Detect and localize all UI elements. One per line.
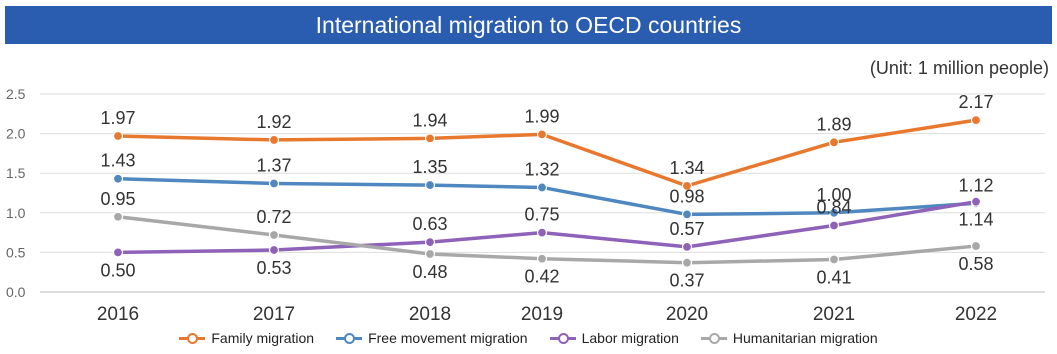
data-label: 1.37 [256,155,291,175]
data-label: 1.97 [100,108,135,128]
y-tick-label: 1.5 [6,165,26,181]
data-label: 0.95 [100,189,135,209]
data-point [828,137,840,148]
legend-label-free-movement: Free movement migration [368,330,528,346]
data-point [268,229,280,241]
data-label: 0.57 [669,219,704,239]
y-tick-label: 2.5 [6,86,26,102]
x-tick-label: 2022 [955,304,997,325]
data-label: 0.58 [958,254,993,274]
data-label: 1.92 [256,112,291,132]
data-label: 0.84 [816,197,851,217]
data-point [112,247,124,258]
data-point [681,241,693,252]
data-point [681,180,693,191]
data-label: 0.98 [669,186,704,206]
data-label: 0.53 [256,258,291,278]
legend-label-humanitarian: Humanitarian migration [732,330,878,346]
chart-title: International migration to OECD countrie… [315,11,742,38]
data-label: 0.37 [669,271,704,291]
legend-item-family: Family migration [179,330,314,346]
data-label: 1.12 [958,175,993,195]
unit-note: (Unit: 1 million people) [869,58,1049,78]
data-label: 2.17 [958,92,993,112]
y-tick-label: 0.0 [6,284,26,300]
data-label: 0.41 [816,268,851,288]
data-point [112,130,124,142]
legend-swatch-free-movement [336,332,363,344]
legend-item-free-movement: Free movement migration [336,330,528,346]
legend-swatch-family [179,332,206,344]
data-label: 1.35 [412,157,447,177]
legend-label-family: Family migration [211,330,315,346]
data-label: 1.32 [524,159,559,179]
y-tick-label: 0.5 [6,244,26,260]
data-point [424,133,436,144]
data-point [970,240,982,252]
data-label: 1.89 [816,114,851,134]
x-tick-label: 2016 [97,304,139,325]
data-point [112,173,124,184]
legend-swatch-labor [549,332,576,344]
data-label: 1.99 [524,106,559,126]
legend-item-labor: Labor migration [549,330,679,346]
data-point [970,196,982,207]
y-tick-label: 1.0 [6,205,26,221]
data-point [536,227,548,238]
data-point [424,248,436,260]
data-point [112,211,124,222]
data-label: 0.48 [412,262,447,282]
data-point [268,244,280,256]
data-point [424,179,436,191]
data-point [424,237,436,248]
data-point [828,207,840,218]
x-tick-label: 2021 [813,304,855,325]
data-label: 1.94 [412,110,447,130]
data-label: 0.42 [524,267,559,287]
data-label: 0.50 [100,260,135,280]
data-label: 0.75 [524,205,559,225]
data-point [536,129,548,140]
x-tick-label: 2018 [409,304,451,325]
legend-swatch-humanitarian [700,332,727,344]
x-tick-label: 2017 [253,304,295,325]
data-point [268,178,280,189]
legend-label-labor: Labor migration [581,330,679,346]
data-point [828,220,840,231]
data-label: 0.72 [256,207,291,227]
line-chart: 0.0 0.5 1.0 1.5 2.0 2.5 2016 2017 2018 2019 2020 20… [6,86,1045,325]
data-label: 1.34 [669,158,704,178]
data-point [536,253,548,264]
legend-item-humanitarian: Humanitarian migration [700,330,878,346]
data-point [681,209,693,220]
data-point [681,257,693,268]
data-label: 0.63 [412,214,447,234]
data-label: 1.14 [958,210,993,230]
legend: Family migration Free movement migration… [0,330,1057,346]
y-tick-label: 2.0 [6,126,26,142]
x-tick-label: 2019 [521,304,563,325]
x-tick-label: 2020 [666,304,708,325]
data-label: 1.00 [816,185,851,205]
data-point [970,115,982,126]
data-point [268,134,280,146]
chart-title-bar: International migration to OECD countrie… [5,6,1052,44]
data-point [828,254,840,265]
data-point [536,182,548,193]
data-label: 1.43 [100,151,135,171]
